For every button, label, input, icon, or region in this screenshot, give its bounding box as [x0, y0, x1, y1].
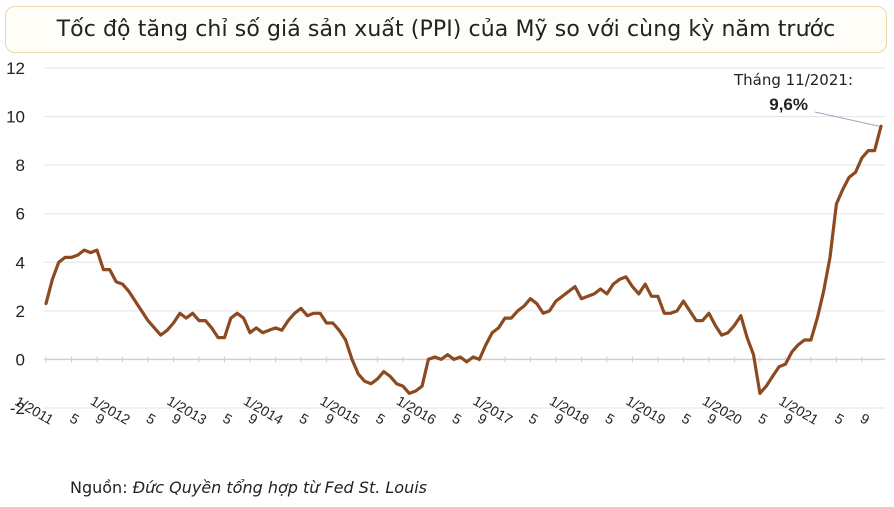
source-note: Nguồn: Đức Quyền tổng hợp từ Fed St. Lou… — [70, 478, 427, 497]
x-tick-label: 5 — [832, 410, 847, 428]
x-tick-label: 5 — [526, 410, 541, 428]
x-tick-label: 5 — [297, 410, 312, 428]
annotation-label: Tháng 11/2021: — [733, 71, 853, 89]
x-tick-label: 5 — [679, 410, 694, 428]
x-tick-label: 5 — [603, 410, 618, 428]
x-tick-label: 5 — [450, 410, 465, 428]
y-tick-label: 4 — [16, 253, 25, 272]
y-tick-label: 0 — [16, 350, 25, 369]
source-text: Đức Quyền tổng hợp từ Fed St. Louis — [132, 478, 428, 497]
x-tick-label: 5 — [756, 410, 771, 428]
ppi-series-line — [44, 124, 883, 395]
x-tick-label: 5 — [373, 410, 388, 428]
x-tick-label: 5 — [144, 410, 159, 428]
x-tick-label: 5 — [220, 410, 235, 428]
y-tick-label: -2 — [10, 399, 25, 418]
y-tick-label: 12 — [6, 59, 25, 78]
y-tick-label: 10 — [6, 108, 25, 127]
chart-title-box: Tốc độ tăng chỉ số giá sản xuất (PPI) củ… — [5, 6, 887, 53]
x-tick-label: 9 — [858, 410, 873, 428]
annotation-leader-line — [814, 111, 880, 127]
source-label: Nguồn: — [70, 478, 128, 497]
y-tick-label: 8 — [16, 156, 25, 175]
x-tick-label: 5 — [67, 410, 82, 428]
y-tick-label: 2 — [16, 302, 25, 321]
annotation-value: 9,6% — [769, 95, 808, 114]
y-tick-label: 6 — [16, 205, 25, 224]
x-tick-label: 1/2011 — [12, 393, 56, 428]
chart-title: Tốc độ tăng chỉ số giá sản xuất (PPI) củ… — [56, 17, 836, 42]
